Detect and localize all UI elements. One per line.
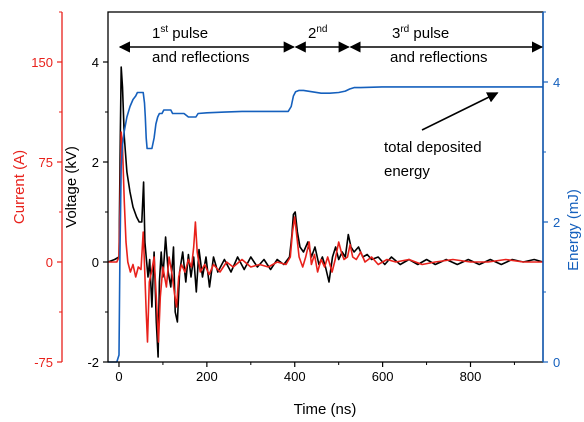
x-tick-label: 400: [284, 369, 306, 384]
pulse3-number: 3: [392, 25, 400, 42]
series-layer: [107, 66, 544, 363]
energy-tick-label: 0: [553, 355, 560, 370]
pulse1-word: pulse: [168, 25, 208, 42]
energy-annotation-line2: energy: [384, 163, 430, 180]
x-axis-label: Time (ns): [294, 401, 357, 418]
pulse1-sup: st: [160, 24, 168, 35]
energy-arrow: [421, 92, 499, 131]
current-axis-label: Current (A): [11, 150, 28, 224]
pulse2-label: 2nd: [308, 24, 327, 42]
voltage-tick-label: 0: [92, 255, 99, 270]
current-tick-label: 0: [46, 255, 53, 270]
pulse3-label: 3rd pulse: [392, 24, 449, 42]
energy-tick-label: 2: [553, 215, 560, 230]
current-tick-label: 150: [31, 55, 53, 70]
energy-axis-label: Energy (mJ): [565, 189, 582, 271]
current-tick-label: 75: [39, 155, 53, 170]
axes-layer: 0 200 400 600 800 -2 0 2 4 -75 0 75 150 0 2 4: [31, 11, 560, 384]
annotation-layer: [118, 41, 544, 131]
pulse3-sup: rd: [400, 24, 409, 35]
voltage-tick-label: 4: [92, 55, 99, 70]
voltage-tick-label: -2: [87, 355, 99, 370]
voltage-tick-label: 2: [92, 155, 99, 170]
pulse2-sup: nd: [316, 24, 327, 35]
pulse1-reflections: and reflections: [152, 49, 250, 66]
energy-trace: [108, 86, 543, 363]
pulse3-word: pulse: [409, 25, 449, 42]
pulse3-reflections: and reflections: [390, 49, 488, 66]
x-tick-label: 200: [196, 369, 218, 384]
current-trace: [108, 131, 543, 343]
voltage-trace: [107, 66, 544, 358]
current-tick-label: -75: [34, 355, 53, 370]
pulse2-number: 2: [308, 25, 316, 42]
pulse1-label: 1st pulse: [152, 24, 208, 42]
x-tick-label: 800: [460, 369, 482, 384]
x-tick-label: 600: [372, 369, 394, 384]
energy-tick-label: 4: [553, 75, 560, 90]
energy-annotation-line1: total deposited: [384, 139, 482, 156]
x-tick-label: 0: [115, 369, 122, 384]
voltage-axis-label: Voltage (kV): [63, 146, 80, 228]
pulse1-number: 1: [152, 25, 160, 42]
